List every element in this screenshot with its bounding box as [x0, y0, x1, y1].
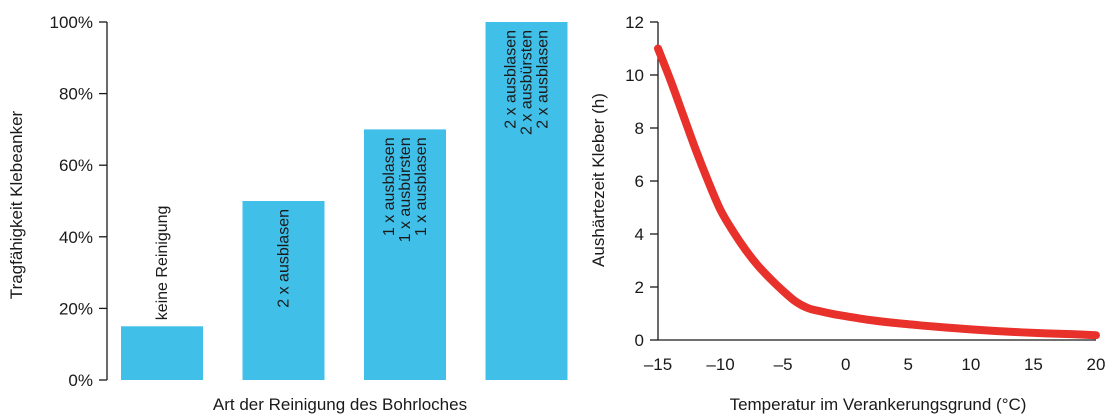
line-x-ticks: –15 –10 –5 0 5 10 15 20: [644, 355, 1105, 374]
bar: [364, 129, 446, 380]
line-y-tick-label: 10: [625, 66, 644, 85]
bar-y-ticks: 0% 20% 40% 60% 80% 100%: [50, 13, 107, 390]
line-x-tick-label: 0: [841, 355, 850, 374]
bar-category-label: 2 x ausbürsten: [519, 30, 536, 135]
bar-y-tick-label: 40%: [59, 228, 93, 247]
bar-category-label: 2 x ausblasen: [276, 209, 293, 308]
bar-y-tick-label: 20%: [59, 299, 93, 318]
line-x-tick-label: 10: [961, 355, 980, 374]
bar-y-tick-label: 0%: [68, 371, 93, 390]
bar-x-axis-title: Art der Reinigung des Bohrloches: [213, 395, 467, 414]
bar-category-label: 1 x ausblasen: [413, 137, 430, 236]
bar-category-label: 2 x ausblasen: [535, 30, 552, 129]
bar-category-label: 1 x ausbürsten: [397, 137, 414, 242]
line-y-tick-label: 12: [625, 13, 644, 32]
bar-y-tick-label: 60%: [59, 156, 93, 175]
bar-y-tick-label: 100%: [50, 13, 93, 32]
bar-series: keine Reinigung 2 x ausblasen 1 x ausblase…: [121, 22, 568, 380]
bar-category-label: 2 x ausblasen: [503, 30, 520, 129]
line-x-tick-label: –15: [644, 355, 672, 374]
curing-time-curve: [654, 44, 1100, 340]
bar-category-label: 1 x ausblasen: [381, 137, 398, 236]
bar: [242, 201, 325, 380]
line-x-tick-label: 5: [904, 355, 913, 374]
bar-category-label: keine Reinigung: [154, 206, 171, 321]
line-y-tick-label: 4: [635, 225, 644, 244]
line-x-tick-label: –5: [774, 355, 793, 374]
line-x-tick-label: –10: [706, 355, 734, 374]
line-x-axis-title: Temperatur im Verankerungsgrund (°C): [730, 395, 1027, 414]
line-y-axis-title: Aushärtezeit Kleber (h): [589, 93, 608, 267]
bar: [121, 326, 203, 380]
line-y-tick-label: 0: [635, 331, 644, 350]
bar: [485, 22, 568, 380]
line-y-tick-label: 6: [635, 172, 644, 191]
bar-chart: 0% 20% 40% 60% 80% 100% keine Reinigung 2 x au…: [7, 13, 568, 414]
line-y-ticks: 0 2 4 6 8 10 12: [625, 13, 658, 350]
line-chart: 0 2 4 6 8 10 12 –15 –10 –5 0 5 10 15 20 Aushärtezeit …: [589, 13, 1105, 414]
line-y-tick-label: 2: [635, 278, 644, 297]
bar-y-axis-title: Tragfähigkeit Klebeanker: [7, 110, 26, 299]
line-x-tick-label: 15: [1024, 355, 1043, 374]
line-y-tick-label: 8: [635, 119, 644, 138]
line-x-tick-label: 20: [1087, 355, 1105, 374]
bar-y-tick-label: 80%: [59, 85, 93, 104]
